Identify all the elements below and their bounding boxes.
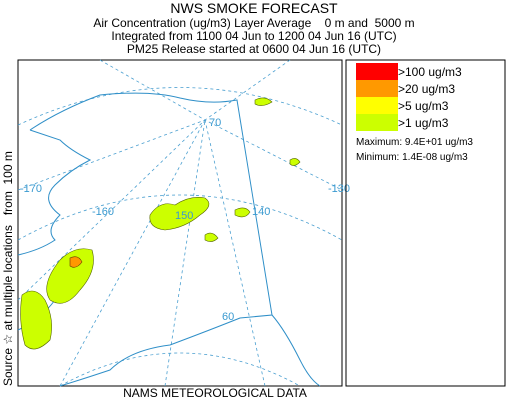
legend-label: >1 ug/m3: [398, 116, 449, 130]
legend-frame: [345, 59, 506, 387]
legend-maximum: Maximum: 9.4E+01 ug/m3: [356, 137, 473, 148]
legend: >100 ug/m3 >20 ug/m3 >5 ug/m3 >1 ug/m3: [356, 63, 462, 131]
smoke-plumes: [20, 97, 301, 350]
map-label: 60: [222, 311, 234, 323]
legend-label: >5 ug/m3: [398, 99, 449, 113]
map-label: -130: [328, 183, 350, 195]
subtitle: PM25 Release started at 0600 04 Jun 16 (…: [127, 42, 381, 56]
map-label: 70: [209, 117, 221, 129]
map-label: 150: [175, 210, 193, 222]
source-label: Source ☆ at multiple locations from 100 …: [1, 151, 15, 386]
legend-minimum: Minimum: 1.4E-08 ug/m3: [356, 152, 468, 163]
title: NWS SMOKE FORECAST: [170, 0, 338, 16]
legend-swatch: [356, 63, 398, 80]
subtitle: Integrated from 1100 04 Jun to 1200 04 J…: [111, 29, 396, 43]
legend-label: >20 ug/m3: [398, 82, 455, 96]
map-label: 140: [252, 206, 270, 218]
legend-swatch: [356, 80, 398, 97]
legend-swatch: [356, 97, 398, 114]
footer: NAMS METEOROLOGICAL DATA: [123, 386, 307, 400]
map-frame: [17, 59, 343, 387]
subtitle: Air Concentration (ug/m3) Layer Average …: [93, 16, 414, 30]
legend-label: >100 ug/m3: [398, 65, 462, 79]
map-label: -170: [20, 183, 42, 195]
legend-swatch: [356, 114, 398, 131]
map-label: -160: [92, 206, 114, 218]
